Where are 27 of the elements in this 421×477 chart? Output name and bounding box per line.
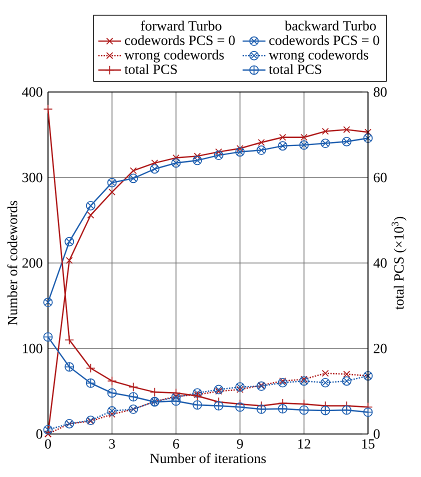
legend-label: codewords PCS = 0 [124,35,235,46]
x-tick-label: 12 [298,439,310,448]
y2-tick-label: 20 [374,344,387,354]
text: forward Turbo [140,20,222,31]
x-tick-label: 9 [236,439,243,449]
legend-label: wrong codewords [124,50,224,62]
legend-label: total PCS [268,64,322,74]
legend-label: codewords PCS = 0 [269,35,380,46]
y-axis-title: Number of codewords [7,200,18,326]
y2-tick-label: 40 [373,258,387,268]
y-tick-label: 200 [22,258,42,268]
y-tick-label: 0 [36,429,42,439]
y2-axis-title: total PCS (×10$^{3}$) [392,216,406,310]
x-tick-label: 3 [109,439,115,449]
x-axis-title: Number of iterations [150,453,266,464]
y-tick-label: 100 [23,344,42,354]
y2-tick-label: 0 [374,429,380,439]
y-tick-label: 300 [22,172,42,182]
y2-tick-label: 60 [374,172,387,182]
x-tick-label: 6 [173,439,180,449]
legend-label: total PCS [124,64,177,74]
legend-label: wrong codewords [268,50,368,62]
x-tick-label: 15 [362,439,374,449]
y2-tick-label: 80 [374,87,387,97]
y-tick-label: 400 [22,87,42,97]
x-tick-label: 0 [45,439,51,449]
text: backward Turbo [284,20,376,31]
